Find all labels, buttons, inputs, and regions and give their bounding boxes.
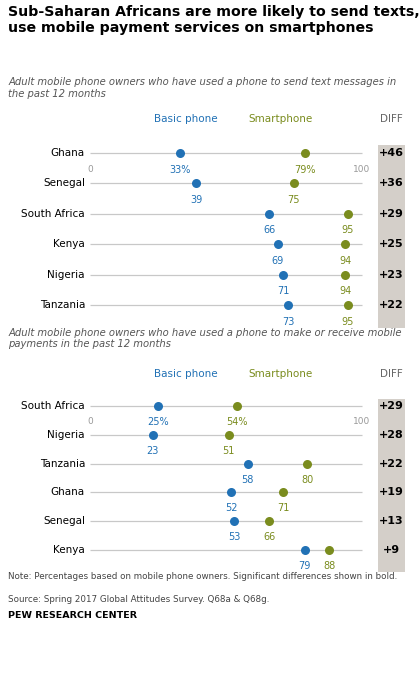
Text: Basic phone: Basic phone (154, 114, 217, 124)
Text: +22: +22 (379, 300, 404, 310)
Text: Tanzania: Tanzania (39, 300, 85, 310)
Text: 66: 66 (263, 225, 276, 236)
Text: 54%: 54% (226, 417, 248, 427)
Text: Nigeria: Nigeria (47, 270, 85, 280)
Text: Ghana: Ghana (51, 488, 85, 497)
FancyBboxPatch shape (378, 146, 405, 328)
Text: PEW RESEARCH CENTER: PEW RESEARCH CENTER (8, 611, 137, 620)
Text: Note: Percentages based on mobile phone owners. Significant differences shown in: Note: Percentages based on mobile phone … (8, 572, 398, 581)
Text: 71: 71 (277, 504, 289, 513)
Text: Kenya: Kenya (53, 545, 85, 555)
Text: Senegal: Senegal (43, 179, 85, 188)
Text: South Africa: South Africa (21, 209, 85, 219)
Text: 79: 79 (299, 561, 311, 571)
Text: 88: 88 (323, 561, 335, 571)
Text: 100: 100 (353, 165, 370, 174)
Text: +46: +46 (379, 148, 404, 158)
Text: 71: 71 (277, 286, 289, 296)
Text: 94: 94 (339, 286, 352, 296)
Text: +28: +28 (379, 430, 404, 440)
Text: 0: 0 (87, 417, 93, 426)
Text: Ghana: Ghana (51, 148, 85, 158)
Text: Adult mobile phone owners who have used a phone to make or receive mobile
paymen: Adult mobile phone owners who have used … (8, 328, 402, 350)
Text: Sub-Saharan Africans are more likely to send texts,
use mobile payment services : Sub-Saharan Africans are more likely to … (8, 5, 420, 35)
Text: 58: 58 (241, 475, 254, 484)
Text: +23: +23 (379, 270, 404, 280)
Text: Smartphone: Smartphone (248, 114, 312, 124)
Text: 79%: 79% (294, 165, 315, 174)
Text: Adult mobile phone owners who have used a phone to send text messages in
the pas: Adult mobile phone owners who have used … (8, 77, 396, 99)
Text: 95: 95 (342, 317, 354, 326)
Text: 23: 23 (147, 446, 159, 455)
Text: South Africa: South Africa (21, 401, 85, 411)
Text: +9: +9 (383, 545, 400, 555)
Text: 73: 73 (282, 317, 294, 326)
Text: 94: 94 (339, 256, 352, 266)
Text: DIFF: DIFF (380, 114, 403, 124)
Text: +29: +29 (379, 209, 404, 219)
Text: 39: 39 (190, 195, 202, 205)
Text: Source: Spring 2017 Global Attitudes Survey. Q68a & Q68g.: Source: Spring 2017 Global Attitudes Sur… (8, 595, 270, 604)
Text: 53: 53 (228, 532, 240, 542)
Text: 100: 100 (353, 417, 370, 426)
Text: 69: 69 (271, 256, 284, 266)
FancyBboxPatch shape (378, 398, 405, 572)
Text: Tanzania: Tanzania (39, 459, 85, 469)
Text: 33%: 33% (169, 165, 191, 174)
Text: +25: +25 (379, 239, 404, 249)
Text: Kenya: Kenya (53, 239, 85, 249)
Text: Basic phone: Basic phone (154, 368, 217, 379)
Text: +29: +29 (379, 401, 404, 411)
Text: 51: 51 (223, 446, 235, 455)
Text: DIFF: DIFF (380, 368, 403, 379)
Text: Smartphone: Smartphone (248, 368, 312, 379)
Text: 25%: 25% (147, 417, 169, 427)
Text: Nigeria: Nigeria (47, 430, 85, 440)
Text: 80: 80 (301, 475, 313, 484)
Text: +19: +19 (379, 488, 404, 497)
Text: 95: 95 (342, 225, 354, 236)
Text: +22: +22 (379, 459, 404, 469)
Text: 0: 0 (87, 165, 93, 174)
Text: 52: 52 (225, 504, 238, 513)
Text: +36: +36 (379, 179, 404, 188)
Text: Senegal: Senegal (43, 517, 85, 526)
Text: 75: 75 (288, 195, 300, 205)
Text: +13: +13 (379, 517, 404, 526)
Text: 66: 66 (263, 532, 276, 542)
